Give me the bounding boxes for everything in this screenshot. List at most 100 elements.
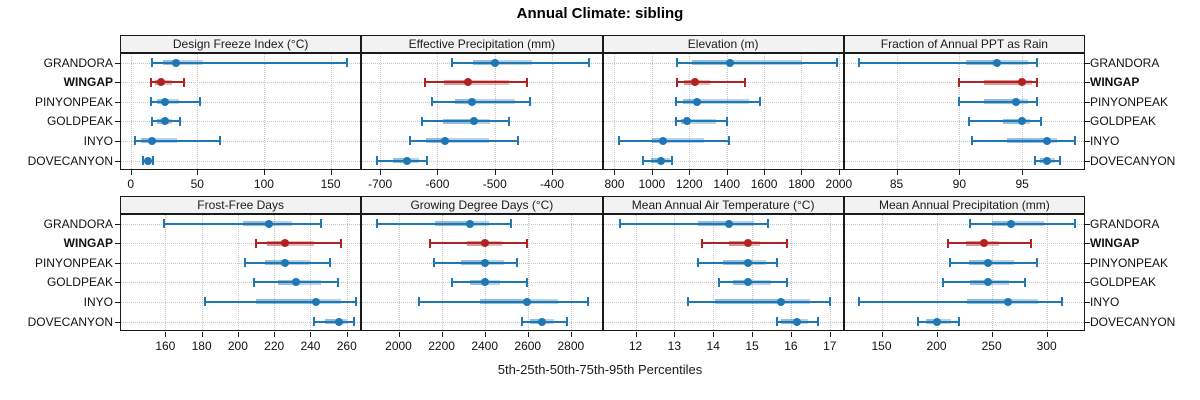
median-dot-inyo [147, 136, 156, 145]
x-tick-mark [437, 170, 439, 175]
whisker-cap-high-grandora [588, 58, 591, 67]
gridline-x [441, 215, 443, 330]
median-dot-pinyonpeak [744, 258, 753, 267]
row-guide [121, 160, 361, 162]
median-dot-pinyonpeak [161, 97, 170, 106]
gridline-x [991, 215, 993, 330]
median-dot-wingap [1018, 78, 1027, 87]
whisker-cap-low-grandora [150, 58, 153, 67]
whisker-inyo [418, 300, 589, 303]
gridline-x [484, 215, 486, 330]
whisker-cap-low-inyo [408, 136, 411, 146]
whisker-inyo [687, 300, 830, 303]
whisker-cap-high-inyo [587, 297, 590, 307]
gridline-x [310, 215, 312, 330]
site-label-left-inyo: INYO [83, 294, 113, 309]
whisker-cap-high-inyo [354, 297, 357, 307]
median-dot-pinyonpeak [984, 258, 993, 267]
panel-strip-effective-precipitation-mm: Effective Precipitation (mm) [361, 35, 603, 53]
x-tick-label: 150 [320, 177, 341, 191]
gridline-x [330, 54, 332, 169]
whisker-inyo [971, 139, 1075, 142]
gridline-x [398, 215, 400, 330]
x-tick-label: 1800 [788, 177, 815, 191]
site-label-left-dovecanyon: DOVECANYON [27, 153, 113, 168]
panel-strip-fraction-of-annual-ppt-as-rain: Fraction of Annual PPT as Rain [843, 35, 1085, 53]
row-guide [844, 321, 1084, 323]
whisker-goldpeak [719, 281, 788, 284]
median-dot-goldpeak [683, 117, 692, 126]
x-tick-label: 2000 [825, 177, 853, 191]
x-tick-mark [991, 332, 993, 337]
whisker-cap-high-dovecanyon [1058, 156, 1061, 165]
median-dot-wingap [480, 239, 489, 248]
whisker-cap-high-dovecanyon [817, 317, 820, 326]
x-tick-label: 1000 [638, 177, 666, 191]
whisker-wingap [429, 242, 527, 245]
panel-mean-annual-air-temperature-c [602, 214, 844, 331]
whisker-cap-high-pinyonpeak [1036, 97, 1039, 107]
median-dot-dovecanyon [403, 156, 412, 165]
gridline-x [552, 54, 554, 169]
site-label-left-wingap: WINGAP [63, 75, 113, 90]
whisker-cap-high-grandora [320, 219, 323, 228]
y-tick-mark [1085, 262, 1090, 264]
x-tick-mark [726, 170, 728, 175]
whisker-cap-low-goldpeak [942, 277, 945, 287]
x-tick-mark [197, 170, 199, 175]
whisker-cap-low-inyo [133, 136, 136, 146]
row-guide [121, 321, 361, 323]
median-dot-inyo [311, 297, 320, 306]
whisker-cap-low-wingap [700, 238, 703, 248]
y-tick-mark [1085, 301, 1090, 303]
whisker-pinyonpeak [697, 261, 778, 264]
whisker-cap-high-wingap [340, 238, 343, 248]
panel-effective-precipitation-mm [361, 53, 603, 170]
whisker-cap-low-grandora [676, 58, 679, 67]
whisker-pinyonpeak [150, 100, 200, 103]
y-tick-mark [115, 82, 120, 84]
whisker-cap-high-pinyonpeak [515, 258, 518, 268]
whisker-cap-high-inyo [1061, 297, 1064, 307]
gridline-x [764, 54, 766, 169]
whisker-cap-low-goldpeak [150, 116, 153, 126]
whisker-cap-low-inyo [858, 297, 861, 307]
x-tick-label: 1600 [750, 177, 778, 191]
site-label-right-pinyonpeak: PINYONPEAK [1090, 94, 1169, 109]
median-dot-dovecanyon [792, 317, 801, 326]
site-label-right-dovecanyon: DOVECANYON [1090, 153, 1176, 168]
site-label-right-inyo: INYO [1090, 133, 1120, 148]
x-tick-mark [484, 332, 486, 337]
median-dot-dovecanyon [335, 317, 344, 326]
y-tick-mark [1085, 282, 1090, 284]
panel-mean-annual-precipitation-mm [843, 214, 1085, 331]
whisker-cap-low-goldpeak [968, 116, 971, 126]
median-dot-inyo [1004, 297, 1013, 306]
whisker-cap-low-inyo [204, 297, 207, 307]
x-tick-mark [838, 170, 840, 175]
site-label-left-grandora: GRANDORA [43, 55, 113, 70]
whisker-cap-low-pinyonpeak [696, 258, 699, 268]
x-tick-mark [441, 332, 443, 337]
row-guide [603, 321, 843, 323]
site-label-right-grandora: GRANDORA [1090, 216, 1160, 231]
row-guide [121, 121, 361, 123]
whisker-cap-high-goldpeak [1040, 116, 1043, 126]
whisker-cap-low-inyo [686, 297, 689, 307]
x-tick-mark [237, 332, 239, 337]
median-dot-goldpeak [1018, 117, 1027, 126]
whisker-cap-low-inyo [417, 297, 420, 307]
whisker-cap-high-pinyonpeak [776, 258, 779, 268]
y-tick-mark [115, 321, 120, 323]
x-tick-label: 50 [190, 177, 204, 191]
x-tick-mark [764, 170, 766, 175]
y-tick-mark [115, 243, 120, 245]
x-tick-label: 220 [264, 339, 285, 353]
site-label-right-pinyonpeak: PINYONPEAK [1090, 255, 1169, 270]
whisker-cap-low-dovecanyon [141, 156, 144, 165]
whisker-cap-low-goldpeak [420, 116, 423, 126]
x-tick-label: 95 [1015, 177, 1029, 191]
whisker-cap-low-pinyonpeak [149, 97, 152, 107]
x-tick-label: 160 [155, 339, 176, 353]
